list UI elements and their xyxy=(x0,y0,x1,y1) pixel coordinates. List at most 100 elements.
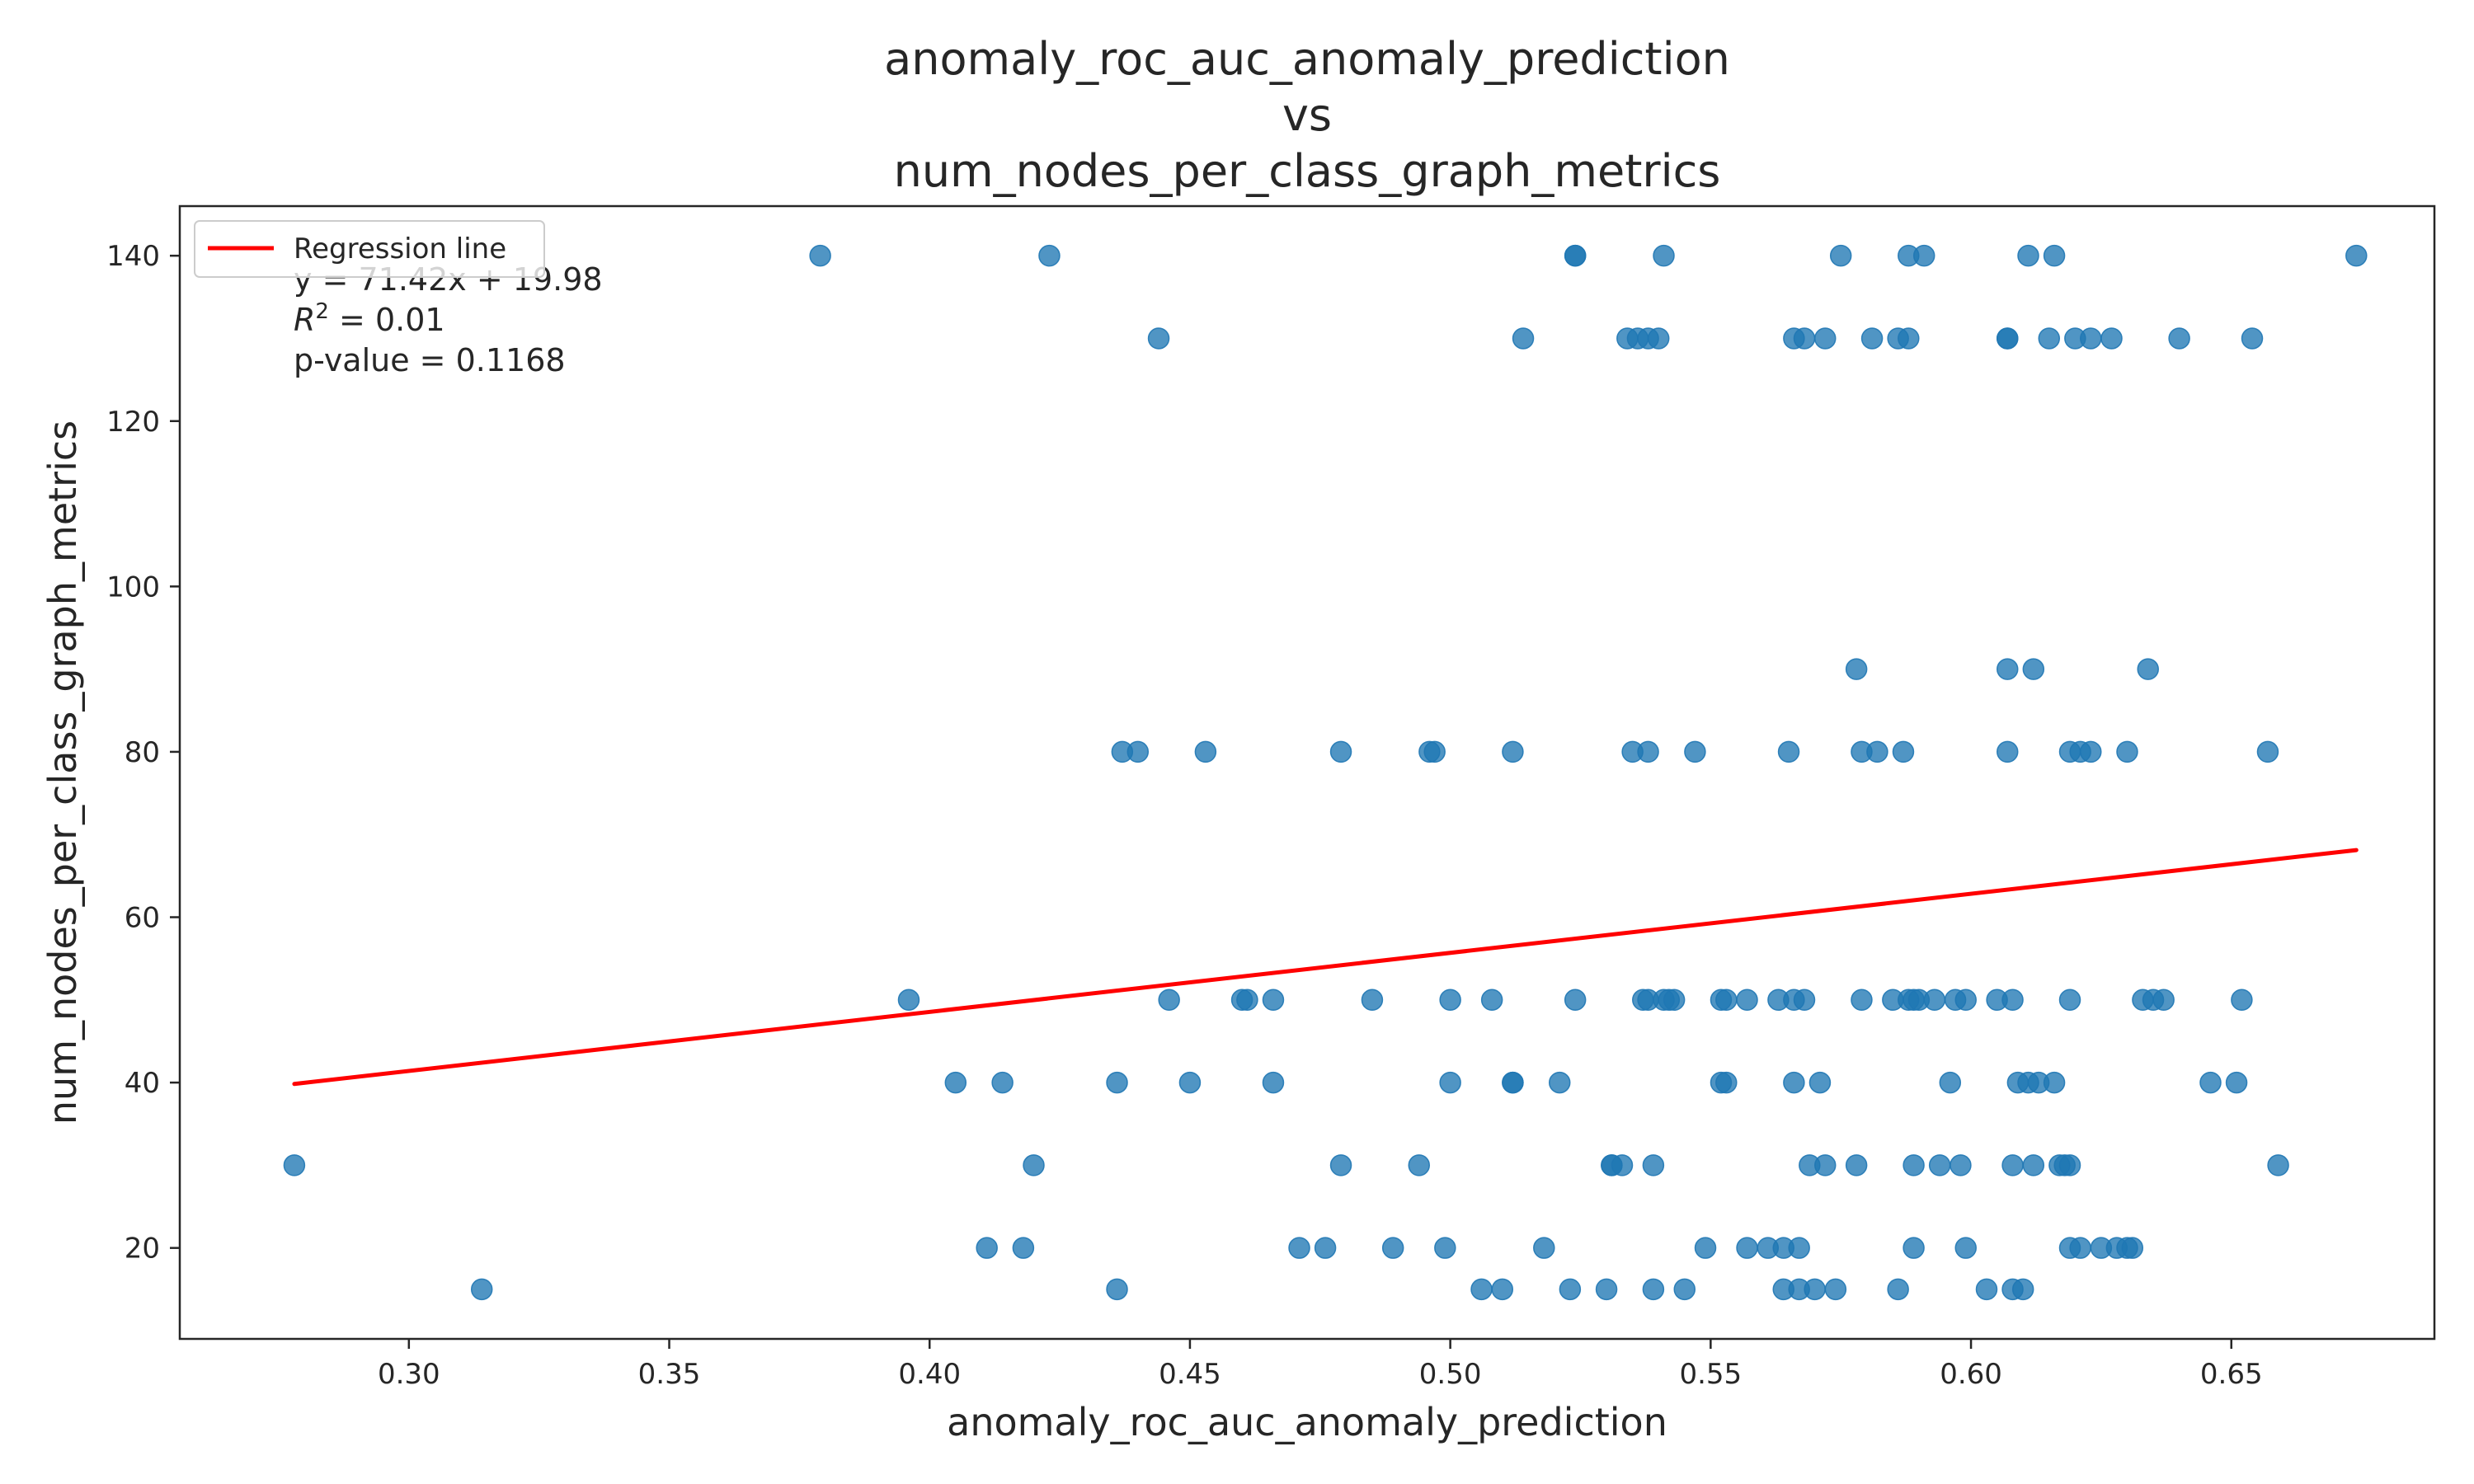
y-tick-label: 60 xyxy=(125,902,160,935)
data-point xyxy=(2069,1237,2091,1259)
data-point xyxy=(1887,1278,1909,1301)
data-point xyxy=(1502,740,1524,763)
data-point xyxy=(1845,658,1868,680)
data-point xyxy=(1996,327,2019,350)
data-point xyxy=(1715,989,1738,1012)
data-point xyxy=(2058,1154,2081,1176)
data-point xyxy=(1808,1071,1832,1094)
data-point xyxy=(1439,989,1461,1012)
data-point xyxy=(1793,989,1816,1012)
data-point xyxy=(944,1071,967,1094)
chart-title-line-1: anomaly_roc_auc_anomaly_prediction xyxy=(884,33,1730,85)
data-point xyxy=(1480,989,1503,1012)
data-point xyxy=(2022,1154,2045,1176)
data-point xyxy=(1491,1278,1514,1301)
data-point xyxy=(1715,1071,1738,1094)
data-point xyxy=(1106,1071,1128,1094)
y-tick-label: 140 xyxy=(106,240,160,273)
data-point xyxy=(2017,244,2039,267)
data-point xyxy=(1845,1154,1868,1176)
data-point xyxy=(1684,740,1706,763)
data-point xyxy=(1783,1071,1805,1094)
data-point xyxy=(1439,1071,1461,1094)
data-point xyxy=(2022,658,2045,680)
data-point xyxy=(1329,740,1352,763)
data-point xyxy=(1903,1237,1925,1259)
data-point xyxy=(1996,740,2019,763)
data-point xyxy=(2121,1237,2144,1259)
data-point xyxy=(2137,658,2159,680)
data-point xyxy=(2231,989,2253,1012)
data-point xyxy=(1954,1237,1977,1259)
data-point xyxy=(2345,244,2368,267)
data-point xyxy=(1954,989,1977,1012)
data-point xyxy=(2168,327,2190,350)
scatter-points xyxy=(283,244,2368,1301)
r-squared-symbol: R xyxy=(294,302,315,338)
data-point xyxy=(1548,1071,1571,1094)
data-point xyxy=(2001,1154,2024,1176)
p-value-text: p-value = 0.1168 xyxy=(294,342,566,378)
data-point xyxy=(2152,989,2175,1012)
y-tick-label: 120 xyxy=(106,406,160,439)
y-tick-label: 80 xyxy=(125,736,160,769)
data-point xyxy=(1023,1154,1045,1176)
data-point xyxy=(897,989,920,1012)
data-point xyxy=(1329,1154,1352,1176)
data-point xyxy=(1814,1154,1837,1176)
data-point xyxy=(1533,1237,1555,1259)
data-point xyxy=(1512,327,1535,350)
data-point xyxy=(1564,244,1587,267)
data-point xyxy=(1912,244,1935,267)
data-point xyxy=(2001,989,2024,1012)
data-point xyxy=(1236,989,1258,1012)
data-point xyxy=(1559,1278,1582,1301)
data-point xyxy=(1788,1237,1810,1259)
data-point xyxy=(1012,1237,1035,1259)
data-point xyxy=(1647,327,1670,350)
plot-area xyxy=(178,204,2436,1341)
data-point xyxy=(2043,1071,2066,1094)
data-point xyxy=(2241,327,2264,350)
data-point xyxy=(1793,327,1816,350)
y-tick-label: 20 xyxy=(125,1233,160,1266)
r-squared-value: = 0.01 xyxy=(329,302,445,338)
data-point xyxy=(1434,1237,1456,1259)
data-point xyxy=(1502,1071,1524,1094)
data-point xyxy=(1262,1071,1285,1094)
regression-line xyxy=(292,848,2359,1087)
y-axis-ticks: 20 40 60 80 100 120 140 xyxy=(106,240,180,1266)
x-tick-label: 0.65 xyxy=(2200,1358,2263,1391)
data-point xyxy=(1637,740,1659,763)
data-point xyxy=(991,1071,1014,1094)
legend-regression-label: Regression line xyxy=(294,232,506,265)
data-point xyxy=(1361,989,1384,1012)
x-tick-label: 0.60 xyxy=(1940,1358,2002,1391)
data-point xyxy=(2225,1071,2248,1094)
data-point xyxy=(1653,244,1675,267)
data-point xyxy=(1673,1278,1696,1301)
x-tick-label: 0.35 xyxy=(638,1358,701,1391)
data-point xyxy=(1996,658,2019,680)
data-point xyxy=(2256,740,2279,763)
x-tick-label: 0.50 xyxy=(1419,1358,1482,1391)
x-axis-label: anomaly_roc_auc_anomaly_prediction xyxy=(947,1400,1667,1444)
data-point xyxy=(1194,740,1217,763)
data-point xyxy=(1147,327,1170,350)
data-point xyxy=(1829,244,1852,267)
data-point xyxy=(1314,1237,1337,1259)
x-tick-label: 0.40 xyxy=(898,1358,961,1391)
data-point xyxy=(1814,327,1837,350)
data-point xyxy=(1923,989,1946,1012)
data-point xyxy=(2116,740,2138,763)
data-point xyxy=(283,1154,306,1176)
data-point xyxy=(1950,1154,1972,1176)
r-squared-text: R2 = 0.01 xyxy=(294,299,445,338)
data-point xyxy=(1126,740,1150,763)
data-point xyxy=(1663,989,1686,1012)
data-point xyxy=(1642,1278,1665,1301)
data-point xyxy=(2038,327,2061,350)
x-tick-label: 0.45 xyxy=(1159,1358,1221,1391)
data-point xyxy=(2080,327,2102,350)
